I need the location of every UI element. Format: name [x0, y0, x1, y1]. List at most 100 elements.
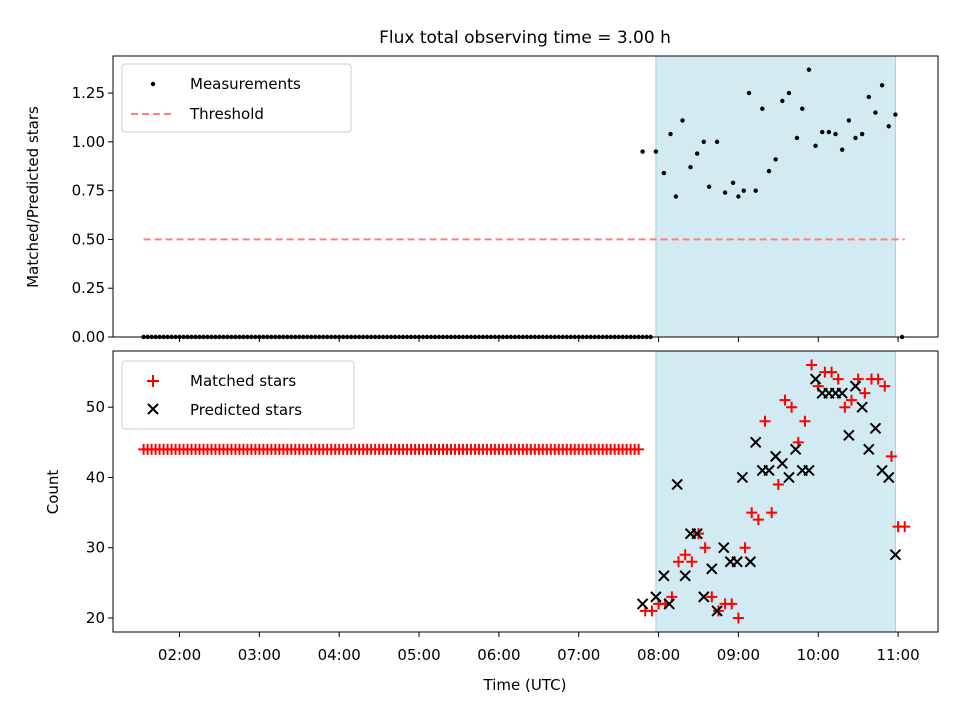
legend-matched-label: Matched stars: [190, 372, 296, 390]
predicted-star-point: [776, 457, 789, 470]
legend-threshold-label: Threshold: [189, 105, 264, 123]
measurement-point: [800, 106, 805, 111]
measurement-point: [833, 131, 838, 137]
x-tick-label: 10:00: [797, 646, 840, 664]
bottom-y-axis-label: Count: [44, 470, 62, 515]
x-tick-label: 04:00: [318, 646, 361, 664]
matched-star-point: [779, 394, 791, 406]
predicted-star-point: [671, 478, 683, 491]
bottom-observing-span: [655, 350, 896, 633]
top-y-tick-label: 0.75: [72, 182, 105, 200]
measurement-point: [780, 98, 785, 104]
matched-star-point: [646, 605, 658, 617]
top-legend-box: [121, 63, 352, 133]
measurement-point: [866, 94, 872, 100]
x-tick-label: 02:00: [158, 646, 201, 664]
bottom-panel-frame: [112, 350, 939, 633]
measurement-point: [839, 147, 845, 152]
measurement-point: [746, 90, 752, 96]
measurement-point: [794, 135, 800, 141]
matched-star-point: [826, 366, 838, 378]
legend-measurements-marker: [150, 81, 156, 87]
bottom-y-tick-label: 50: [86, 398, 105, 416]
top-panel: 0.00 0.25 0.50 0.75 1.00 1.25 Matched/Predict…: [24, 55, 939, 346]
legend-measurements-label: Measurements: [190, 75, 301, 93]
chart-title: Flux total observing time = 3.00 h: [379, 28, 671, 48]
matched-star-point: [732, 612, 744, 624]
top-y-tick-label: 1.25: [72, 84, 105, 102]
measurement-point: [694, 151, 700, 156]
predicted-star-point: [679, 570, 691, 582]
predicted-star-point: [749, 436, 762, 449]
legend-predicted-marker: [147, 403, 159, 415]
measurement-point: [673, 194, 679, 199]
predicted-star-point: [856, 401, 868, 413]
matched-star-point: [679, 549, 691, 561]
measurement-point: [701, 139, 707, 145]
bottom-legend-box: [121, 360, 355, 430]
measurement-point: [688, 165, 693, 170]
measurement-point: [846, 118, 852, 123]
bottom-y-tick-label: 30: [86, 539, 105, 557]
top-panel-frame: [112, 55, 939, 338]
measurement-point: [760, 106, 765, 111]
measurement-point: [730, 180, 736, 186]
matched-star-point: [772, 478, 784, 490]
predicted-star-point: [663, 598, 675, 610]
predicted-star-point: [883, 471, 895, 484]
x-tick-label: 05:00: [397, 646, 440, 664]
measurement-point: [773, 157, 778, 162]
measurement-point: [668, 131, 673, 137]
top-observing-span: [655, 55, 896, 338]
legend-predicted-label: Predicted stars: [190, 401, 302, 419]
x-tick-label: 06:00: [477, 646, 520, 664]
predicted-star-point: [650, 591, 662, 603]
measurement-point: [879, 83, 885, 88]
predicted-star-point: [711, 605, 723, 617]
matched-star-point: [846, 394, 858, 406]
matched-star-point: [899, 521, 911, 533]
top-y-tick-label: 0.25: [72, 279, 105, 297]
matched-star-point: [752, 514, 764, 526]
predicted-star-point: [789, 443, 802, 456]
matched-star-point: [839, 401, 851, 413]
bottom-legend: Matched stars Predicted stars: [121, 360, 355, 430]
matched-star-point: [885, 450, 897, 462]
matched-star-point: [699, 542, 711, 554]
matched-star-point: [859, 387, 871, 399]
matched-star-point: [726, 598, 738, 610]
legend-matched-marker: [147, 375, 159, 387]
predicted-star-point: [691, 527, 703, 540]
measurement-point: [736, 194, 741, 199]
predicted-star-point: [809, 373, 822, 385]
predicted-star-point: [718, 541, 730, 554]
bottom-y-tick-label: 40: [86, 468, 105, 486]
predicted-star-point: [863, 443, 875, 456]
top-y-tick-label: 0.50: [72, 230, 105, 248]
measurement-point: [661, 170, 667, 176]
matched-star-point: [872, 373, 884, 385]
x-axis-label: Time (UTC): [483, 676, 567, 694]
matched-star-point: [799, 415, 811, 427]
measurement-point: [706, 184, 712, 189]
x-tick-label: 11:00: [876, 646, 919, 664]
measurement-point: [680, 118, 685, 123]
measurement-point: [766, 168, 772, 174]
measurement-point: [640, 149, 645, 154]
top-y-axis-label: Matched/Predicted stars: [24, 106, 42, 288]
top-y-tick-label: 1.00: [72, 133, 105, 151]
bottom-y-tick-label: 20: [86, 609, 105, 627]
predicted-star-point: [803, 464, 815, 477]
predicted-star-point: [783, 471, 795, 484]
measurement-point: [873, 110, 878, 115]
measurement-point: [893, 112, 898, 117]
measurement-point: [714, 139, 720, 145]
measurement-point: [753, 188, 758, 193]
top-y-tick-label: 0.00: [72, 328, 105, 346]
measurement-point: [826, 129, 832, 135]
x-tick-label: 08:00: [637, 646, 680, 664]
predicted-star-point: [698, 591, 710, 603]
measurement-point: [813, 143, 818, 148]
predicted-star-point: [658, 570, 670, 582]
